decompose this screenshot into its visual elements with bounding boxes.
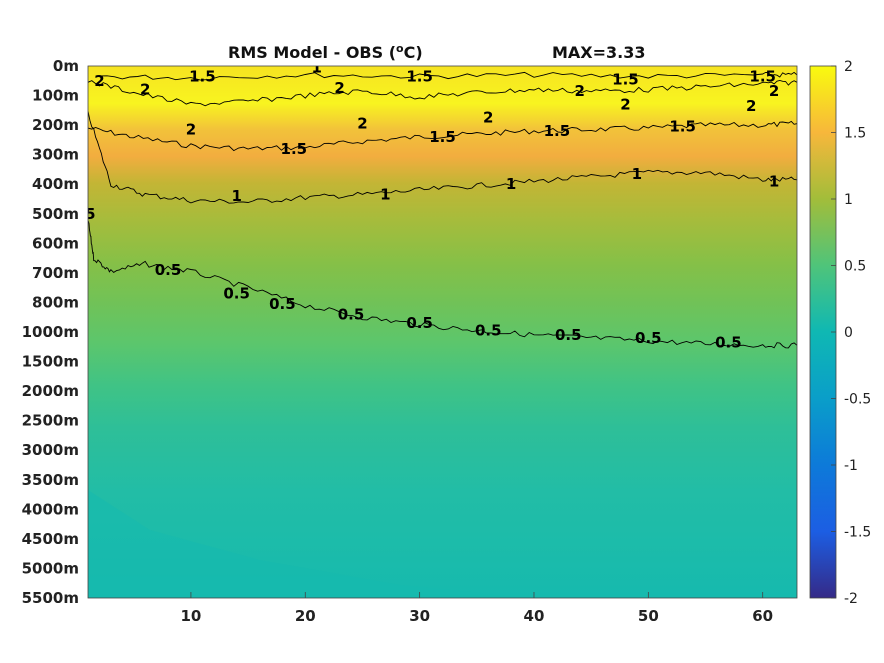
y-tick-label: 200m [32,116,79,134]
x-axis: 10 20 30 40 50 60 [180,592,773,625]
contour-label: 2 [94,72,104,90]
colorbar-ticks: 2 1.5 1 0.5 0 -0.5 -1 -1.5 -2 [831,59,871,607]
x-tick-label: 40 [524,607,545,625]
y-tick-label: 100m [32,87,79,105]
y-tick-label: 3500m [22,471,79,489]
x-tick-label: 20 [295,607,316,625]
colorbar-tick-label: 0.5 [844,259,866,275]
contour-label: 0.5 [338,305,365,323]
contour-label: 2 [140,81,150,99]
y-tick-label: 2500m [22,412,79,430]
x-tick-label: 10 [180,607,201,625]
contour-label: 1 [506,175,516,193]
contour-label: 1.5 [612,70,639,88]
y-tick-label: 400m [32,175,79,193]
contour-label: 0.5 [475,322,502,340]
contour-label: 1 [380,186,390,204]
contour-label: 0.5 [715,333,742,351]
contour-label: 2 [769,82,779,100]
contour-label: 2 [620,95,630,113]
contour-label: 0.5 [269,295,296,313]
contour-label: 2 [746,97,756,115]
x-tick-label: 30 [409,607,430,625]
colorbar-tick-label: 1.5 [844,126,866,142]
y-tick-label: 4000m [22,500,79,518]
x-tick-label: 60 [752,607,773,625]
contour-label: 1.5 [669,118,696,136]
y-tick-label: 1500m [22,353,79,371]
y-tick-label: 1000m [22,323,79,341]
contour-label: 2 [483,109,493,127]
colorbar-tick-label: 1 [844,192,853,208]
y-tick-label: 5000m [22,559,79,577]
contour-label: 1 [632,165,642,183]
y-tick-label: 700m [32,264,79,282]
contour-label: 1.5 [544,122,571,140]
plot-frame [87,65,798,599]
colorbar-tick-label: 2 [844,59,853,75]
max-label: MAX=3.33 [552,43,646,62]
y-tick-label: 500m [32,205,79,223]
contour-label: 1 [769,172,779,190]
y-tick-label: 3000m [22,441,79,459]
y-tick-label: 5500m [22,589,79,607]
y-tick-label: 2000m [22,382,79,400]
contour-line [88,111,797,204]
contour-label: 2 [334,79,344,97]
contour-label: 1 [231,187,241,205]
y-tick-label: 0m [53,57,79,75]
y-axis: 0m 100m 200m 300m 400m 500m 600m 700m 800m 1000m 1… [22,57,79,607]
y-tick-label: 800m [32,293,79,311]
contour-label: 2 [357,115,367,133]
contour-label: 0.5 [406,314,433,332]
contour-label: 2 [575,82,585,100]
contour-label: 1.5 [749,67,776,85]
y-tick-label: 300m [32,146,79,164]
deep-cool-patch [88,490,520,598]
y-tick-label: 4500m [22,530,79,548]
contour-label: 0.5 [223,285,250,303]
colorbar-tick-label: -1.5 [844,525,871,541]
contour-label: 1.5 [429,128,456,146]
contour-label: 1.5 [406,67,433,85]
colorbar-tick-label: -2 [844,591,858,607]
contour-line [88,120,797,152]
contour-line [99,71,797,81]
colorbar: 2 1.5 1 0.5 0 -0.5 -1 -1.5 -2 [809,59,871,607]
heatmap-field: 1.5 1.5 1.5 1.5 1.5 1.5 1.5 1.5 1 1 1 1 1 1 0.5 0.5 0.5 0… [69,58,797,598]
contour-line [88,220,797,349]
y-tick-label: 600m [32,234,79,252]
contour-line [88,80,797,107]
title-superscript: o [396,42,404,55]
heatmap-background [88,66,797,598]
contour-lines: 1.5 1.5 1.5 1.5 1.5 1.5 1.5 1.5 1 1 1 1 1 1 0.5 0.5 0.5 0… [69,58,797,351]
colorbar-tick-label: 0 [844,325,853,341]
contour-label: 0.5 [155,261,182,279]
colorbar-tick-label: -1 [844,458,858,474]
contour-label: 1 [311,58,321,76]
x-tick-label: 50 [638,607,659,625]
contour-label: 0.5 [69,205,96,223]
contour-label: 1.5 [281,140,308,158]
contour-label: 0.5 [555,326,582,344]
contour-label: 2 [186,121,196,139]
colorbar-tick-label: -0.5 [844,392,871,408]
chart-title: RMS Model - OBS (oC) [228,42,423,62]
contour-label: 0.5 [635,329,662,347]
contour-label: 1.5 [189,67,216,85]
